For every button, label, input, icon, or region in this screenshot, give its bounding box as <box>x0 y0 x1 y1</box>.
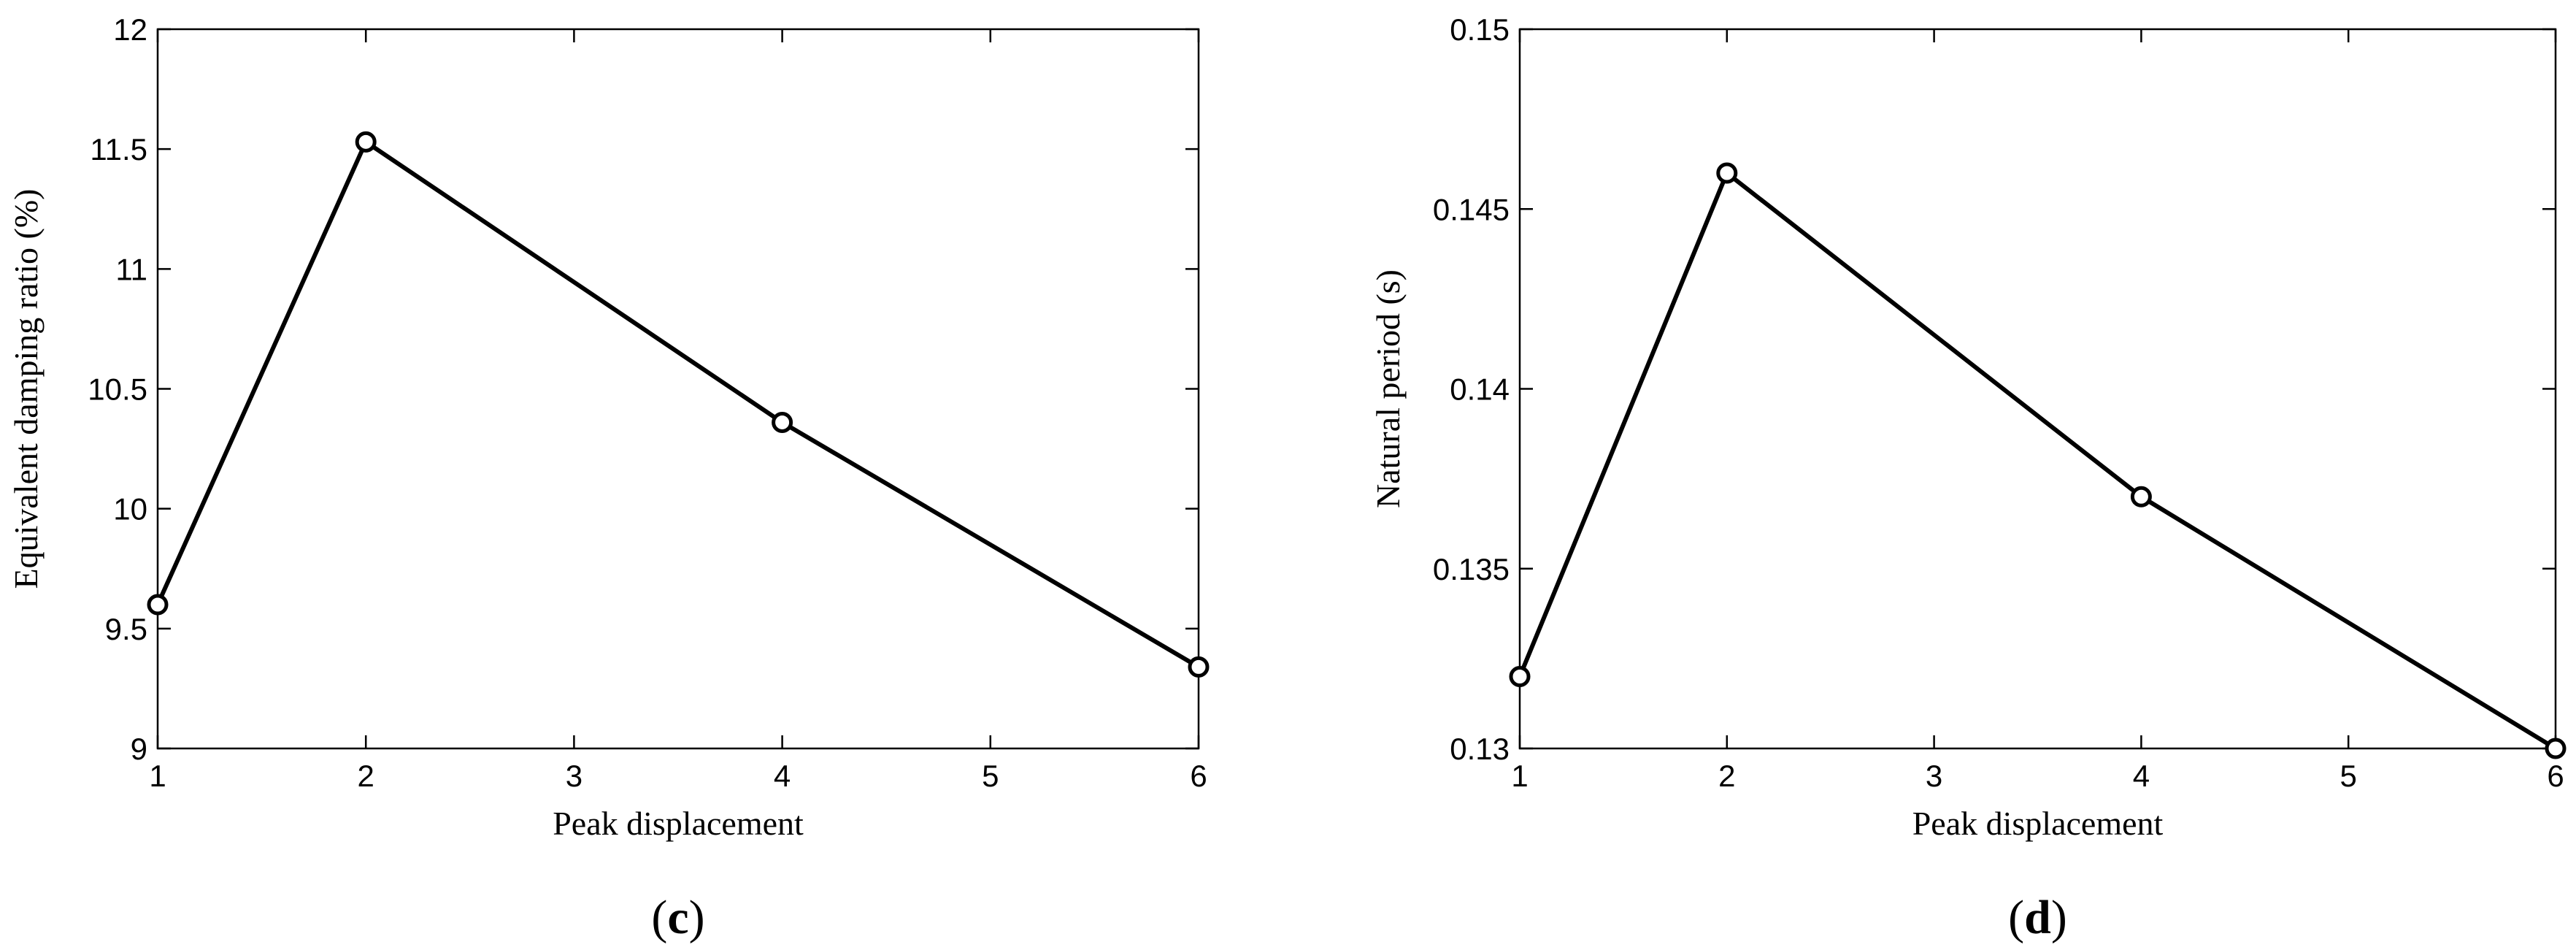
x-tick-label: 3 <box>1926 759 1942 793</box>
data-point <box>1509 666 1531 687</box>
x-tick-label: 4 <box>774 759 791 793</box>
series-line-c <box>155 138 1200 669</box>
y-tick-label: 9.5 <box>105 612 147 646</box>
markers-d <box>1509 162 2567 759</box>
data-point <box>147 594 169 616</box>
data-point <box>355 131 377 153</box>
x-tick-label: 3 <box>566 759 583 793</box>
y-tick-label: 10.5 <box>88 372 147 407</box>
y-tick-label: 12 <box>113 12 147 47</box>
chart-panel-d: 0.13 0.135 0.14 0.145 0.15 1 2 3 4 5 6 Peak displ… <box>1369 12 2567 944</box>
x-axis-label-c: Peak displacement <box>553 805 804 842</box>
series-line-d <box>1518 169 2557 751</box>
x-tick-label: 5 <box>982 759 999 793</box>
y-tick-label: 0.145 <box>1433 192 1510 226</box>
panel-letter-d: d <box>2024 891 2051 944</box>
x-tick-label: 6 <box>2547 759 2564 793</box>
x-tick-label: 6 <box>1190 759 1207 793</box>
markers-c <box>147 131 1210 678</box>
y-tick-label: 0.135 <box>1433 552 1510 586</box>
x-tick-label: 2 <box>358 759 374 793</box>
y-tick-label: 10 <box>113 492 147 526</box>
plot-area-d <box>1518 28 2557 750</box>
data-point <box>2545 738 2567 759</box>
y-tick-label: 9 <box>131 732 147 766</box>
y-tick-label: 0.15 <box>1450 12 1510 47</box>
y-tick-label: 11.5 <box>90 132 147 166</box>
y-tick-label: 11 <box>115 252 147 286</box>
y-axis-label-c: Equivalent damping ratio (%) <box>7 188 45 589</box>
x-tick-label: 4 <box>2133 759 2150 793</box>
x-axis-label-d: Peak displacement <box>1912 805 2164 842</box>
x-tick-label: 5 <box>2340 759 2357 793</box>
y-tick-label: 0.14 <box>1450 372 1510 407</box>
panel-label-d: (d) <box>2008 891 2067 944</box>
x-tick-label: 1 <box>149 759 166 793</box>
y-ticks-c: 9 9.5 10 10.5 11 11.5 12 <box>88 12 1199 766</box>
panel-letter-c: c <box>667 891 688 944</box>
x-ticks-d: 1 2 3 4 5 6 <box>1511 29 2564 793</box>
x-ticks-c: 1 2 3 4 5 6 <box>149 29 1207 793</box>
y-tick-label: 0.13 <box>1450 732 1510 766</box>
data-point <box>1716 162 1738 184</box>
data-point <box>772 411 793 433</box>
plot-area-c <box>156 28 1200 750</box>
data-point <box>1188 656 1210 678</box>
x-tick-label: 2 <box>1718 759 1735 793</box>
data-point <box>2130 486 2152 507</box>
panel-label-c: (c) <box>651 891 704 944</box>
x-tick-label: 1 <box>1511 759 1528 793</box>
y-axis-label-d: Natural period (s) <box>1369 269 1407 508</box>
y-ticks-d: 0.13 0.135 0.14 0.145 0.15 <box>1433 12 2556 766</box>
